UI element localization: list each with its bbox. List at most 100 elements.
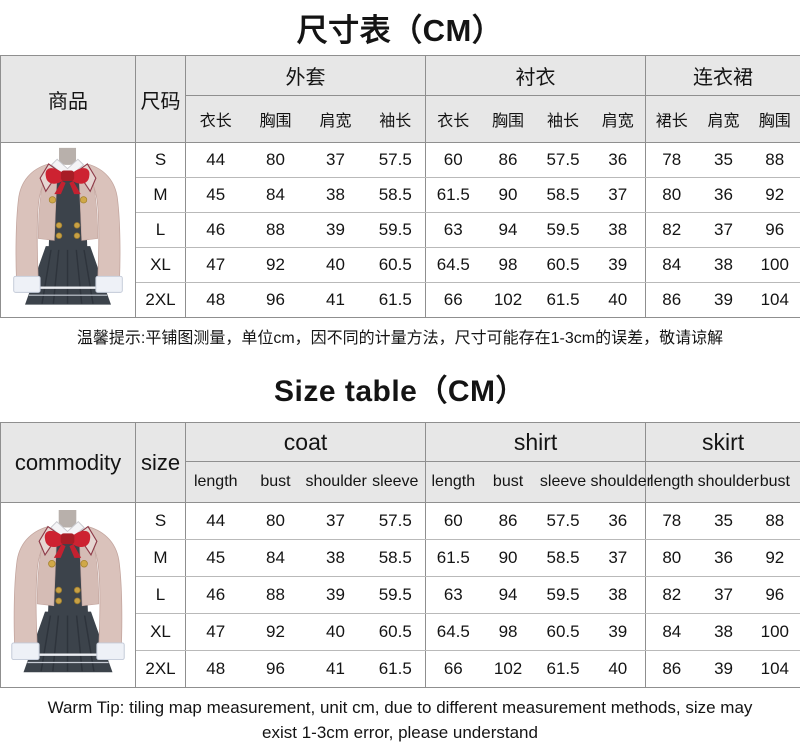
measure-value: 38 xyxy=(305,177,366,213)
en-size-row-xl: XL 47 92 40 60.5 64.5 98 60.5 39 84 38 1… xyxy=(1,613,800,651)
measure-value: 82 xyxy=(645,212,698,248)
measure-value: 86 xyxy=(645,650,698,688)
cn-col-header: 裙长 xyxy=(645,95,698,143)
measure-value: 84 xyxy=(245,539,306,577)
measure-value: 80 xyxy=(245,142,306,178)
measure-value: 41 xyxy=(326,290,345,309)
measure-value: 94 xyxy=(480,576,536,614)
en-header-sub-row: length bust shoulder sleeve length bust … xyxy=(1,461,800,503)
measure-value: 60 xyxy=(425,502,481,540)
measure-value: 92 xyxy=(245,247,306,283)
cn-col-header: 肩宽 xyxy=(305,95,366,143)
measure-value: 57.5 xyxy=(535,142,591,178)
cn-col-header: 胸围 xyxy=(480,95,536,143)
en-size-header: size xyxy=(135,422,186,503)
product-photo-cell xyxy=(0,502,136,688)
measure-value: 92 xyxy=(245,613,306,651)
measure-value: 47 xyxy=(185,613,246,651)
measure-value: 48 xyxy=(185,650,246,688)
size-value: M xyxy=(135,539,186,577)
size-value: S xyxy=(135,142,186,178)
measure-value: 44 xyxy=(185,502,246,540)
measure-value: 58.5 xyxy=(365,539,426,577)
cn-header-group-row: 商品 尺码 外套 衬衣 连衣裙 xyxy=(0,55,800,143)
cn-measurement-note: 温馨提示:平铺图测量，单位cm，因不同的计量方法，尺寸可能存在1-3cm的误差，… xyxy=(76,329,724,347)
measure-value: 84 xyxy=(245,177,306,213)
en-size-row-s: S 44 80 37 57.5 60 86 57.5 36 78 35 88 xyxy=(0,502,800,688)
en-size-row-l: L 46 88 39 59.5 63 94 59.5 38 82 37 96 xyxy=(1,576,800,614)
measure-value: 39 xyxy=(305,212,366,248)
measure-value: 45 xyxy=(185,177,246,213)
measure-value: 36 xyxy=(697,539,750,577)
cn-col-header: 肩宽 xyxy=(697,95,750,143)
cn-group-dress: 连衣裙 xyxy=(644,55,800,96)
costume-product-image xyxy=(12,146,124,306)
measure-value: 48 xyxy=(185,282,246,318)
en-col-header: length xyxy=(185,461,246,503)
measure-value: 86 xyxy=(480,502,536,540)
cn-col-header: 胸围 xyxy=(245,95,306,143)
measure-value: 104 xyxy=(760,290,789,309)
measure-value: 60.5 xyxy=(535,613,591,651)
measure-value: 36 xyxy=(697,177,750,213)
en-col-header: bust xyxy=(749,461,800,503)
cn-commodity-header: 商品 xyxy=(0,55,136,143)
cn-title: 尺寸表（CM） xyxy=(296,13,504,48)
measure-value: 96 xyxy=(266,659,285,678)
measure-value: 39 xyxy=(590,613,646,651)
en-col-header: sleeve xyxy=(535,461,591,503)
measure-value: 58.5 xyxy=(535,177,591,213)
measure-value: 60 xyxy=(425,142,481,178)
measure-value: 60.5 xyxy=(365,613,426,651)
measure-value: 38 xyxy=(590,212,646,248)
measure-value: 59.5 xyxy=(365,576,426,614)
measure-value: 38 xyxy=(305,539,366,577)
measure-value: 37 xyxy=(305,502,366,540)
measure-value: 40 xyxy=(305,613,366,651)
en-group-shirt: shirt xyxy=(425,422,646,462)
measure-value: 59.5 xyxy=(365,212,426,248)
en-col-header: bust xyxy=(245,461,306,503)
measure-value: 80 xyxy=(245,502,306,540)
measure-value: 63 xyxy=(425,576,481,614)
en-size-row-2xl: 2XL 48 96 41 61.5 66 102 61.5 40 86 39 1… xyxy=(1,650,800,688)
size-value: L xyxy=(135,576,186,614)
cn-col-header: 衣长 xyxy=(185,95,246,143)
cn-header-sub-row: 衣长 胸围 肩宽 袖长 衣长 胸围 袖长 肩宽 裙长 肩宽 胸围 xyxy=(1,95,800,143)
measure-value: 86 xyxy=(480,142,536,178)
size-value: M xyxy=(135,177,186,213)
measure-value: 64.5 xyxy=(425,247,481,283)
en-header-group-row: commodity size coat shirt skirt xyxy=(0,422,800,503)
cn-size-row-m: M 45 84 38 58.5 61.5 90 58.5 37 80 36 92 xyxy=(1,177,800,213)
measure-value: 64.5 xyxy=(425,613,481,651)
en-note-line2: exist 1-3cm error, please understand xyxy=(262,723,538,742)
measure-value: 66 xyxy=(425,282,481,318)
measure-value: 57.5 xyxy=(365,142,426,178)
measure-value: 78 xyxy=(645,142,698,178)
en-col-header: sleeve xyxy=(365,461,426,503)
measure-value: 84 xyxy=(645,247,698,283)
measure-value: 61.5 xyxy=(546,659,580,678)
measure-value: 36 xyxy=(590,502,646,540)
measure-value: 80 xyxy=(645,539,698,577)
measure-value: 92 xyxy=(749,177,800,213)
cn-col-header: 衣长 xyxy=(425,95,481,143)
measure-value: 59.5 xyxy=(535,212,591,248)
measure-value: 92 xyxy=(749,539,800,577)
measure-value: 61.5 xyxy=(378,290,412,309)
measure-value: 57.5 xyxy=(535,502,591,540)
measure-value: 88 xyxy=(749,502,800,540)
en-col-header: shoulder xyxy=(305,461,367,503)
measure-value: 90 xyxy=(480,177,536,213)
measure-value: 63 xyxy=(425,212,481,248)
measure-value: 37 xyxy=(590,177,646,213)
measure-value: 57.5 xyxy=(365,502,426,540)
en-commodity-header: commodity xyxy=(0,422,136,503)
measure-value: 45 xyxy=(185,539,246,577)
measure-value: 78 xyxy=(645,502,698,540)
en-col-header: shoulder xyxy=(697,461,759,503)
measure-value: 88 xyxy=(245,576,306,614)
size-value: 2XL xyxy=(135,282,186,318)
measure-value: 98 xyxy=(480,613,536,651)
cn-size-header: 尺码 xyxy=(135,55,186,143)
